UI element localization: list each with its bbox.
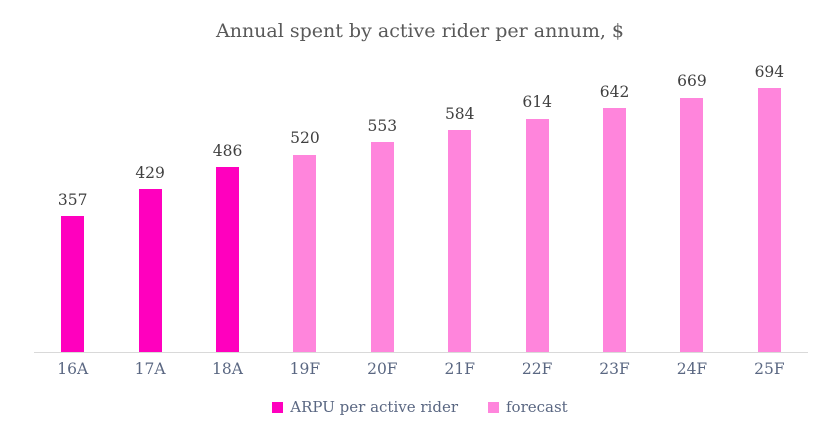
data-label-21F: 584 <box>444 104 475 123</box>
x-axis-label-25F: 25F <box>754 360 785 378</box>
bar-17A <box>138 189 162 352</box>
bar-slot-21F: 584 <box>421 52 498 352</box>
data-label-16A: 357 <box>57 190 88 209</box>
x-axis-label-18A: 18A <box>212 360 243 378</box>
bar-slot-19F: 520 <box>266 52 343 352</box>
bar-24F <box>680 97 704 352</box>
x-axis-label-16A: 16A <box>57 360 89 378</box>
data-label-24F: 669 <box>677 72 707 91</box>
bar-slot-23F: 642 <box>576 52 653 352</box>
x-axis-label-23F: 23F <box>599 360 630 378</box>
bar-18A <box>216 167 240 352</box>
data-label-22F: 614 <box>522 93 552 112</box>
bar-25F <box>757 88 781 352</box>
legend-swatch-actual-icon <box>272 401 284 413</box>
legend-item-forecast: forecast <box>488 398 568 416</box>
x-axis-label-21F: 21F <box>444 360 475 378</box>
bar-19F <box>293 154 317 352</box>
bar-slot-18A: 486 <box>189 52 266 352</box>
legend: ARPU per active rider forecast <box>0 398 840 416</box>
legend-item-actual: ARPU per active rider <box>272 398 458 416</box>
bar-22F <box>525 118 549 352</box>
data-label-19F: 520 <box>290 129 320 148</box>
bar-23F <box>603 108 627 352</box>
x-axis-label-22F: 22F <box>521 360 553 378</box>
data-label-20F: 553 <box>367 116 398 135</box>
legend-label-actual: ARPU per active rider <box>290 398 458 416</box>
bar-slot-24F: 669 <box>653 52 730 352</box>
data-label-17A: 429 <box>135 163 165 182</box>
bar-slot-22F: 614 <box>498 52 575 352</box>
chart-title: Annual spent by active rider per annum, … <box>215 20 625 42</box>
legend-swatch-forecast-icon <box>488 401 499 413</box>
bar-16A <box>61 216 85 352</box>
x-axis-label-20F: 20F <box>367 360 398 378</box>
x-axis-labels: 16A 17A 18A 19F 20F 21F 22F 23F 24F 25F <box>34 360 808 378</box>
data-label-23F: 642 <box>599 82 630 101</box>
bar-21F <box>448 130 472 352</box>
x-axis-label-19F: 19F <box>289 360 321 378</box>
x-axis-label-24F: 24F <box>676 360 708 378</box>
data-label-18A: 486 <box>212 141 243 160</box>
bar-slot-20F: 553 <box>344 52 421 352</box>
bar-slot-17A: 429 <box>111 52 188 352</box>
bar-20F <box>370 142 394 352</box>
legend-label-forecast: forecast <box>506 398 568 416</box>
x-axis-label-17A: 17A <box>134 360 166 378</box>
plot-area: 357 429 486 520 553 584 614 642 669 694 <box>34 52 808 353</box>
bar-slot-25F: 694 <box>731 52 808 352</box>
data-label-25F: 694 <box>754 62 785 81</box>
bar-slot-16A: 357 <box>34 52 111 352</box>
